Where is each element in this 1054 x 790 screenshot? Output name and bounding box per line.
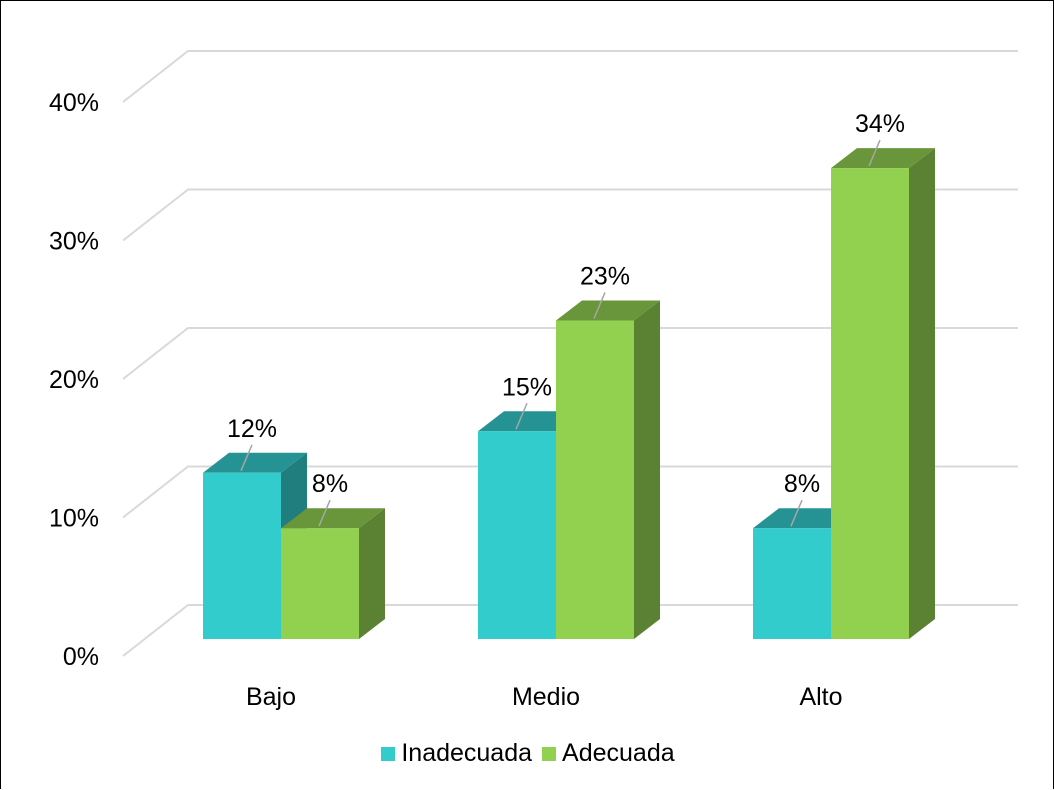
data-label-leader (790, 499, 803, 527)
legend-item-adecuada: Adecuada (542, 739, 675, 768)
data-label: 15% (502, 373, 552, 401)
y-tick-label: 20% (49, 366, 99, 394)
bar-front (203, 472, 281, 639)
legend-swatch-inadecuada (381, 746, 396, 761)
bar-front (281, 528, 359, 639)
gridline (122, 465, 1018, 519)
y-tick-label: 40% (49, 89, 99, 117)
chart-legend: Inadecuada Adecuada (1, 739, 1054, 768)
y-tick-label: 10% (49, 505, 99, 533)
legend-label-adecuada: Adecuada (562, 739, 675, 767)
bar-top (281, 508, 385, 529)
legend-swatch-adecuada (542, 746, 557, 761)
y-tick-label: 30% (49, 228, 99, 256)
data-label: 8% (312, 470, 348, 498)
bar-front (478, 431, 556, 639)
bar-front (753, 528, 831, 639)
gridline (122, 188, 1018, 242)
bar-front (556, 320, 634, 639)
gridline (122, 327, 1018, 380)
bar-side (909, 148, 935, 639)
data-label-leader (868, 139, 881, 167)
bar-front (831, 168, 909, 639)
bar-top (831, 148, 935, 169)
legend-label-inadecuada: Inadecuada (401, 739, 533, 767)
data-label: 12% (227, 415, 277, 443)
data-label-leader (240, 444, 253, 472)
bar (556, 300, 660, 639)
bar (831, 148, 935, 639)
data-label-leader (515, 402, 528, 430)
bar-top (556, 300, 660, 321)
data-label-leader (318, 499, 331, 527)
data-label: 8% (784, 470, 820, 498)
bar-side (634, 300, 660, 639)
gridline (122, 604, 1018, 657)
gridline (122, 50, 1018, 103)
legend-item-inadecuada: Inadecuada (381, 739, 532, 768)
data-label: 34% (855, 110, 905, 138)
data-label-leader (593, 292, 606, 319)
data-label: 23% (580, 262, 630, 290)
bar (281, 508, 385, 639)
x-tick-label: Bajo (246, 683, 296, 711)
bar-side (359, 508, 385, 639)
y-tick-label: 0% (63, 643, 99, 671)
bar-top (203, 452, 307, 473)
x-tick-label: Alto (799, 683, 842, 711)
x-tick-label: Medio (512, 683, 580, 711)
